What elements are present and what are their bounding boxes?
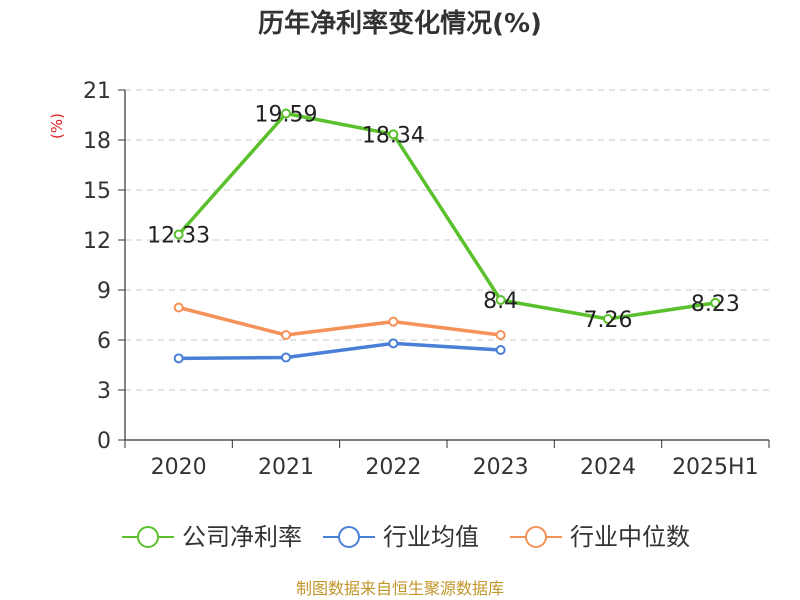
x-tick-label: 2024 <box>580 455 636 480</box>
legend-item-2: 行业均值 <box>323 523 479 551</box>
legend: 公司净利率 行业均值 行业中位数 <box>122 523 690 551</box>
y-tick-label: 15 <box>83 179 111 204</box>
data-label: 8.23 <box>691 292 740 317</box>
source-footer: 制图数据来自恒生聚源数据库 <box>296 579 504 598</box>
data-labels: 12.33 19.59 18.34 8.4 7.26 8.23 <box>147 103 740 334</box>
x-tick-label: 2021 <box>258 455 314 480</box>
data-point <box>173 353 184 364</box>
data-point <box>495 295 506 305</box>
data-point <box>173 229 184 240</box>
data-label: 19.59 <box>255 103 318 128</box>
y-tick-label: 0 <box>97 429 111 454</box>
y-tick-label: 6 <box>97 329 111 354</box>
y-tick-label: 12 <box>83 229 111 254</box>
x-tick-label: 2020 <box>151 455 207 480</box>
legend-label: 行业均值 <box>383 523 479 551</box>
data-point <box>388 316 399 327</box>
data-point <box>710 297 721 308</box>
grid-lines <box>125 89 769 391</box>
x-tick-label: 2022 <box>365 455 421 480</box>
y-axis-unit: (%) <box>48 113 66 139</box>
y-tick-label: 9 <box>97 279 111 304</box>
series-lines <box>173 108 721 364</box>
legend-item-3: 行业中位数 <box>510 523 690 551</box>
data-point <box>603 314 613 324</box>
data-label: 8.4 <box>483 289 518 314</box>
x-tick-label: 2025H1 <box>672 455 759 480</box>
legend-marker <box>525 526 547 548</box>
data-point <box>388 129 399 140</box>
x-tick-label: 2023 <box>473 455 529 480</box>
data-point <box>495 330 506 340</box>
data-point <box>281 352 291 363</box>
data-point <box>495 345 506 355</box>
data-point <box>281 330 291 340</box>
data-point <box>173 302 184 313</box>
legend-label: 行业中位数 <box>570 523 690 551</box>
series-line-2 <box>178 341 501 361</box>
series-line-1 <box>177 111 716 321</box>
data-point <box>388 338 399 349</box>
chart-title: 历年净利率变化情况(%) <box>258 8 542 39</box>
legend-marker <box>338 526 360 548</box>
data-point <box>281 108 291 119</box>
series-line-3 <box>178 305 501 337</box>
y-tick-label: 18 <box>83 129 111 154</box>
y-tick-label: 3 <box>97 379 111 404</box>
legend-item-1: 公司净利率 <box>122 523 302 551</box>
data-label: 18.34 <box>362 123 425 148</box>
legend-marker <box>137 526 159 548</box>
y-tick-label: 21 <box>83 79 111 104</box>
data-label: 12.33 <box>147 224 210 249</box>
data-label: 7.26 <box>584 308 633 333</box>
legend-label: 公司净利率 <box>182 523 302 551</box>
axes: 0 3 6 9 12 15 18 21 2020 2021 2022 2023 2024 2025H1 <box>83 79 770 480</box>
